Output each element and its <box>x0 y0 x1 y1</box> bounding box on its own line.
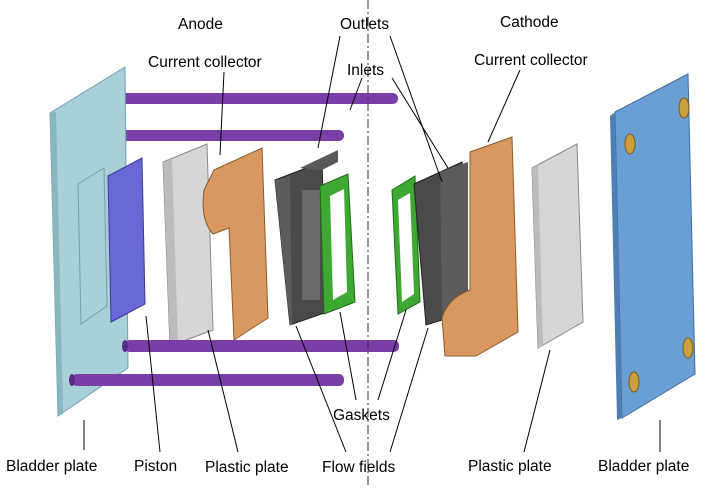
label-anode: Anode <box>178 16 223 33</box>
piston <box>107 157 146 323</box>
label-bladder-plate-right: Bladder plate <box>598 458 689 475</box>
tie-rods-front <box>69 340 399 386</box>
label-piston: Piston <box>134 458 177 475</box>
bolt-head <box>682 337 694 359</box>
label-current-collector-left: Current collector <box>148 54 262 71</box>
bolt-head <box>678 97 690 119</box>
anode-current-collector <box>202 147 269 341</box>
anode-flow-field <box>274 150 338 326</box>
leader-lines <box>83 35 661 453</box>
left-bladder-plate <box>49 66 129 417</box>
right-bladder-plate <box>610 73 696 420</box>
label-flow-fields: Flow fields <box>322 459 395 476</box>
bolt-head <box>624 133 636 155</box>
bolt-head <box>628 371 640 393</box>
label-inlets: Inlets <box>347 62 384 79</box>
right-plastic-plate <box>531 143 584 349</box>
label-bladder-plate-left: Bladder plate <box>6 458 97 475</box>
left-plastic-plate <box>162 143 214 347</box>
anode-gasket <box>319 173 356 315</box>
label-cathode: Cathode <box>500 14 559 31</box>
label-gaskets: Gaskets <box>333 407 390 424</box>
label-plastic-plate-left: Plastic plate <box>205 459 289 476</box>
label-outlets: Outlets <box>340 16 389 33</box>
label-plastic-plate-right: Plastic plate <box>468 458 552 475</box>
label-current-collector-right: Current collector <box>474 52 588 69</box>
cathode-current-collector <box>441 136 519 357</box>
cathode-gasket <box>391 175 421 315</box>
